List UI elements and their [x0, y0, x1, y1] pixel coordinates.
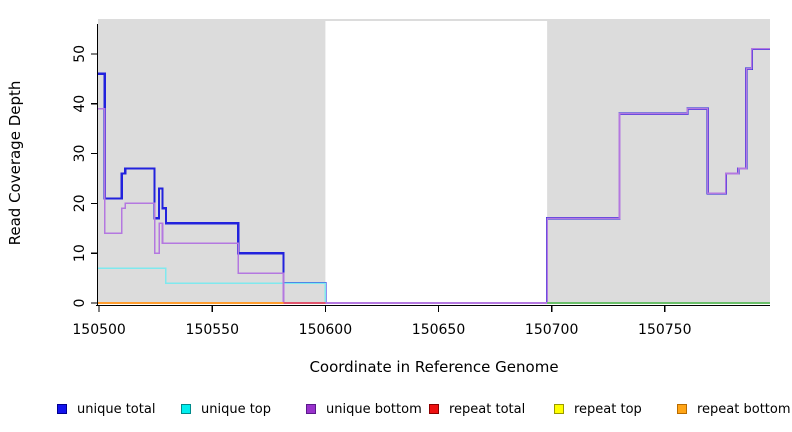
chart-layers: 0 10 20 30 40 50 150500 150550 150600 150650 15070… — [72, 19, 770, 338]
legend-label: unique bottom — [326, 401, 422, 417]
y-tick-label: 40 — [72, 95, 88, 113]
x-tick-label: 150650 — [412, 322, 465, 338]
y-axis-title: Read Coverage Depth — [6, 81, 24, 246]
y-tick-label: 0 — [72, 299, 88, 308]
y-tick-label: 30 — [72, 145, 88, 163]
legend-swatch-repeat-top — [554, 404, 564, 414]
legend-label: unique top — [201, 401, 272, 417]
coverage-gap-region — [325, 21, 548, 304]
legend-item-unique-top: unique top — [181, 399, 271, 419]
y-tick-label: 20 — [72, 194, 88, 212]
legend-item-unique-bottom: unique bottom — [306, 399, 422, 419]
legend: unique total unique top unique bottom repea… — [0, 399, 792, 423]
legend-label: repeat bottom — [697, 401, 791, 417]
legend-item-repeat-top: repeat top — [554, 399, 642, 419]
x-tick-label: 150600 — [299, 322, 352, 338]
legend-swatch-repeat-total — [429, 404, 439, 414]
x-tick-label: 150700 — [525, 322, 578, 338]
y-tick-label: 10 — [72, 244, 88, 262]
x-tick-label: 150500 — [72, 322, 125, 338]
legend-swatch-unique-top — [181, 404, 191, 414]
coverage-chart: 0 10 20 30 40 50 150500 150550 150600 150650 15070… — [6, 19, 770, 376]
legend-label: unique total — [77, 401, 156, 417]
series-line-unique-bottom — [98, 48, 770, 304]
legend-item-unique-total: unique total — [57, 399, 155, 419]
legend-item-repeat-bottom: repeat bottom — [677, 399, 791, 419]
legend-swatch-unique-bottom — [306, 404, 316, 414]
legend-swatch-unique-total — [57, 404, 67, 414]
legend-label: repeat top — [574, 401, 642, 417]
legend-label: repeat total — [449, 401, 526, 417]
legend-item-repeat-total: repeat total — [429, 399, 525, 419]
y-tick-label: 50 — [72, 45, 88, 63]
x-tick-label: 150550 — [186, 322, 239, 338]
x-axis-title: Coordinate in Reference Genome — [309, 358, 558, 376]
legend-swatch-repeat-bottom — [677, 404, 687, 414]
x-tick-label: 150750 — [638, 322, 691, 338]
